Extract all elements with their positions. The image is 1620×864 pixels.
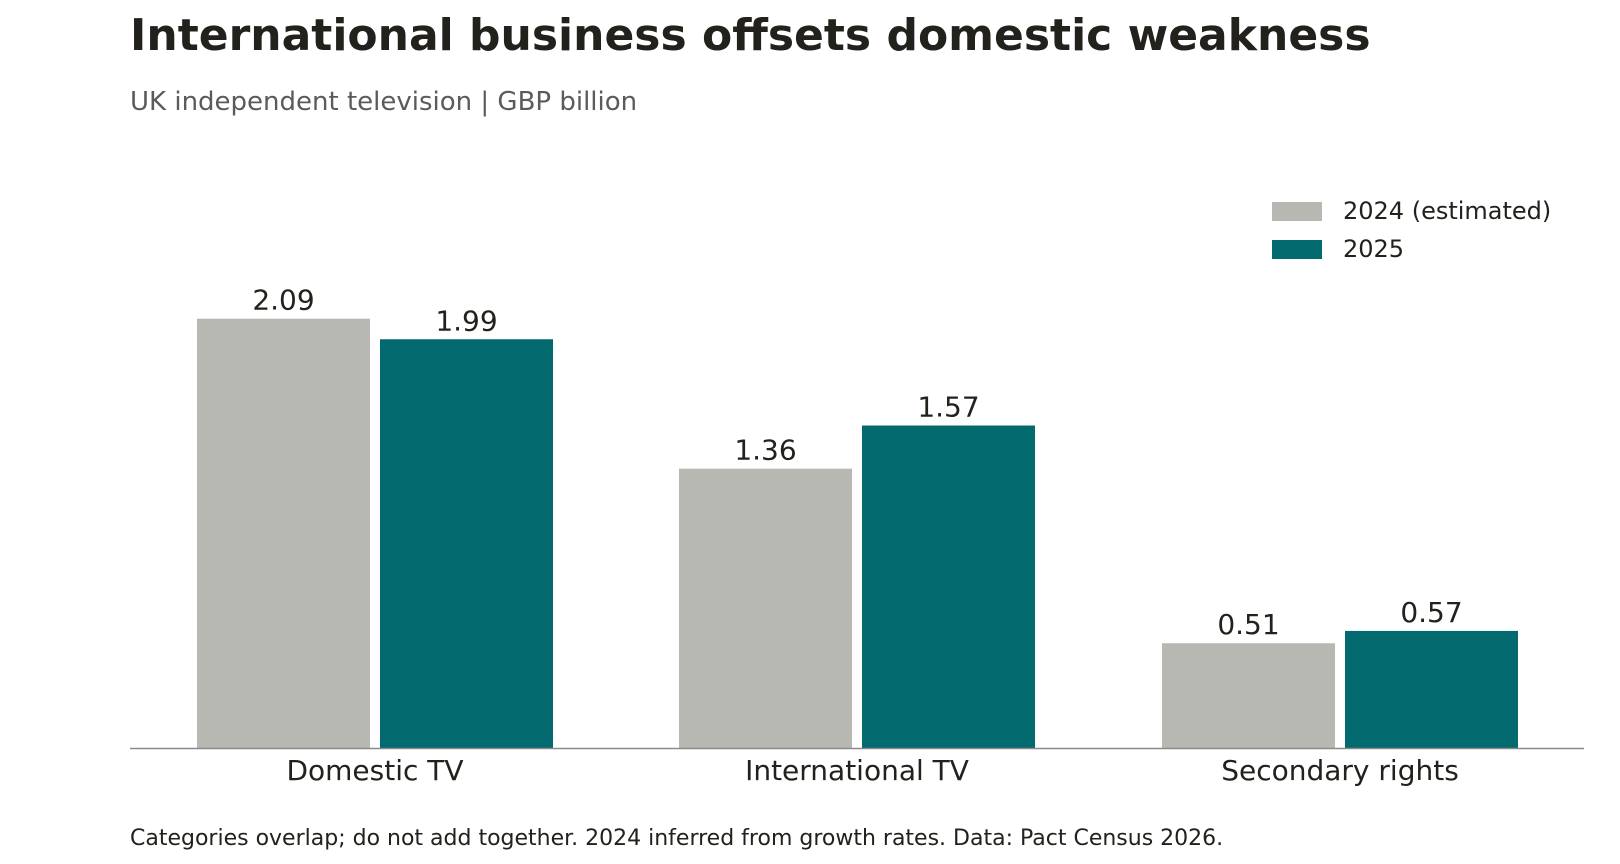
bar-secondary-rights-2024-estimated: [1162, 643, 1335, 748]
value-label-international-tv-2025: 1.57: [917, 391, 979, 424]
value-label-secondary-rights-2024-estimated: 0.51: [1217, 608, 1279, 641]
value-label-domestic-tv-2025: 1.99: [435, 304, 497, 337]
value-labels-group: 2.09 1.99 1.36 1.57 0.51 0.57: [252, 284, 1462, 642]
legend-label-2024: 2024 (estimated): [1343, 197, 1552, 225]
legend-item-2025: 2025: [1272, 230, 1551, 268]
bar-secondary-rights-2025: [1345, 630, 1518, 748]
legend-swatch-2025: [1272, 239, 1322, 259]
x-tick-label-international-tv: International TV: [745, 754, 969, 787]
x-tick-label-domestic-tv: Domestic TV: [286, 754, 463, 787]
bar-international-tv-2024-estimated: [679, 468, 852, 748]
value-label-international-tv-2024-estimated: 1.36: [734, 434, 796, 467]
bar-international-tv-2025: [862, 425, 1035, 748]
bar-domestic-tv-2025: [380, 339, 553, 748]
x-tick-label-secondary-rights: Secondary rights: [1221, 754, 1459, 787]
value-label-domestic-tv-2024-estimated: 2.09: [252, 284, 314, 317]
legend-label-2025: 2025: [1343, 235, 1405, 263]
bar-domestic-tv-2024-estimated: [197, 318, 370, 748]
chart-subtitle: UK independent television | GBP billion: [130, 87, 638, 117]
tick-labels-group: Domestic TV International TV Secondary rig…: [286, 754, 1458, 787]
legend: 2024 (estimated) 2025: [1272, 192, 1551, 268]
legend-item-2024: 2024 (estimated): [1272, 192, 1551, 230]
chart-title: International business offsets domestic …: [130, 10, 1371, 61]
legend-swatch-2024: [1272, 201, 1322, 221]
value-label-secondary-rights-2025: 0.57: [1400, 596, 1462, 629]
chart-footnote: Categories overlap; do not add together.…: [130, 826, 1224, 851]
bars-group: [197, 318, 1518, 748]
